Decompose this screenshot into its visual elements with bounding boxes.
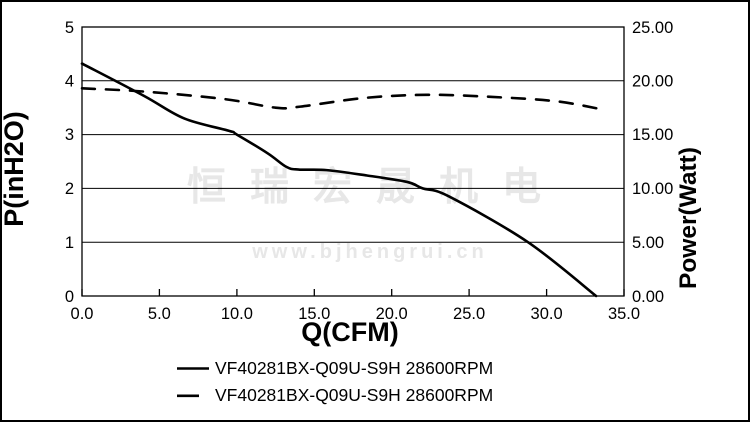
svg-text:Q(CFM): Q(CFM)	[301, 317, 398, 347]
svg-text:3: 3	[65, 126, 74, 144]
svg-text:30.0: 30.0	[531, 305, 563, 323]
svg-text:25.0: 25.0	[453, 305, 485, 323]
svg-text:恒瑞宏晟机电: 恒瑞宏晟机电	[187, 166, 565, 209]
svg-text:5.0: 5.0	[148, 305, 171, 323]
svg-text:Power(Watt): Power(Watt)	[675, 147, 702, 289]
svg-text:VF40281BX-Q09U-S9H 28600RPM: VF40281BX-Q09U-S9H 28600RPM	[215, 358, 493, 378]
svg-text:2: 2	[65, 180, 74, 198]
svg-text:www.bjhengrui.cn: www.bjhengrui.cn	[251, 241, 487, 263]
svg-text:10.00: 10.00	[632, 180, 673, 198]
svg-text:0.00: 0.00	[632, 288, 664, 306]
svg-text:4: 4	[65, 73, 74, 91]
svg-text:1: 1	[65, 234, 74, 252]
svg-text:5: 5	[65, 19, 74, 37]
svg-text:0: 0	[65, 288, 74, 306]
svg-text:P(inH2O): P(inH2O)	[0, 111, 29, 227]
svg-text:25.00: 25.00	[632, 19, 673, 37]
svg-text:10.0: 10.0	[221, 305, 253, 323]
svg-text:35.0: 35.0	[608, 305, 640, 323]
svg-text:15.00: 15.00	[632, 126, 673, 144]
svg-text:20.00: 20.00	[632, 73, 673, 91]
svg-text:5.00: 5.00	[632, 234, 664, 252]
svg-text:0.0: 0.0	[71, 305, 94, 323]
svg-text:VF40281BX-Q09U-S9H 28600RPM: VF40281BX-Q09U-S9H 28600RPM	[215, 385, 493, 405]
